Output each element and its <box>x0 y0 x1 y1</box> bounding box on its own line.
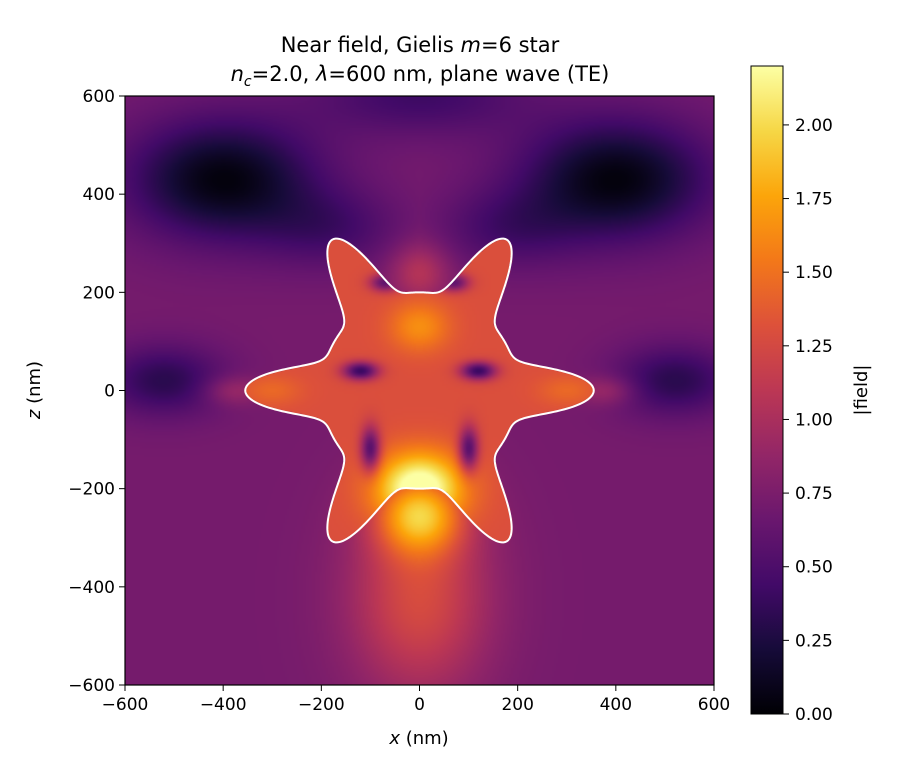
x-axis-label: x (nm) <box>388 728 448 749</box>
chart-title-line2: nc=2.0, λ=600 nm, plane wave (TE) <box>231 62 610 90</box>
colorbar-ticks: 0.00 0.25 0.50 0.75 1.00 1.25 1.50 1.75 2.00 <box>783 116 833 725</box>
y-tick-label: 400 <box>83 185 115 205</box>
colorbar-tick-label: 1.00 <box>795 410 833 430</box>
colorbar-label: |field| <box>851 365 872 416</box>
y-tick-label: −600 <box>68 676 115 696</box>
colorbar <box>750 65 784 715</box>
colorbar-tick-label: 2.00 <box>795 116 833 136</box>
y-tick-label: −400 <box>68 578 115 598</box>
y-tick-label: 200 <box>83 283 115 303</box>
near-field-heatmap <box>125 96 714 685</box>
y-tick-label: 600 <box>83 87 115 107</box>
x-tick-label: 0 <box>414 695 425 715</box>
x-tick-label: 200 <box>501 695 533 715</box>
y-tick-label: 0 <box>104 382 115 402</box>
colorbar-tick-label: 0.50 <box>795 558 833 578</box>
x-tick-label: −600 <box>102 695 149 715</box>
x-tick-label: −400 <box>200 695 247 715</box>
colorbar-tick-label: 0.00 <box>795 705 833 725</box>
x-tick-label: 600 <box>698 695 730 715</box>
colorbar-tick-label: 1.75 <box>795 190 833 210</box>
colorbar-tick-label: 0.25 <box>795 631 833 651</box>
x-tick-label: −200 <box>298 695 345 715</box>
y-axis-label: z (nm) <box>24 361 45 420</box>
colorbar-tick-label: 1.50 <box>795 263 833 283</box>
x-tick-label: 400 <box>600 695 632 715</box>
y-axis-ticks: −600 −400 −200 0 200 400 600 <box>68 87 125 696</box>
heatmap-plot-area <box>125 96 714 685</box>
x-axis-ticks: −600 −400 −200 0 200 400 600 <box>102 685 730 715</box>
particle-outline <box>244 237 595 544</box>
chart-title-line1: Near field, Gielis m=6 star <box>281 33 560 57</box>
y-tick-label: −200 <box>68 480 115 500</box>
colorbar-tick-label: 1.25 <box>795 337 833 357</box>
colorbar-tick-label: 0.75 <box>795 484 833 504</box>
